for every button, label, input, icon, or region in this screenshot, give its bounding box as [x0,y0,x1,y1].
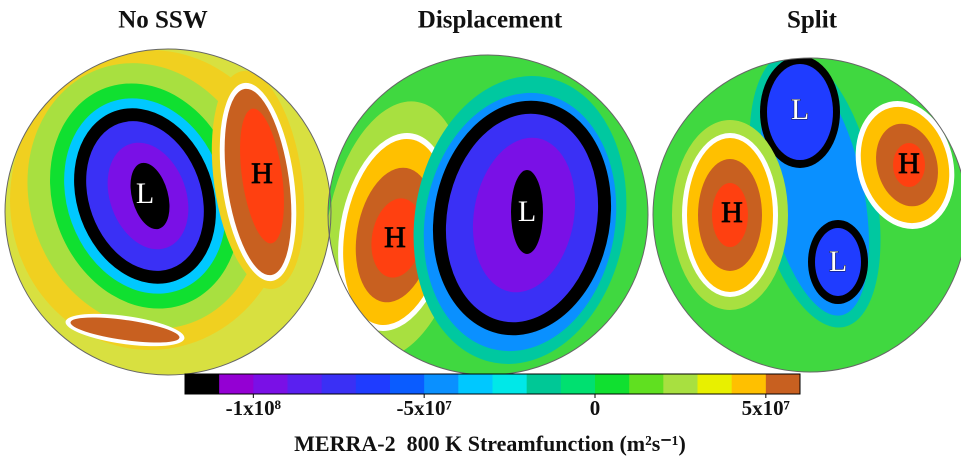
pressure-label: L [829,245,847,278]
colorbar-segment [321,374,357,394]
map-outline [4,48,332,376]
colorbar-segment [424,374,459,394]
colorbar-segment [185,374,220,394]
colorbar-tick-label: 5x10⁷ [742,396,790,420]
colorbar-tick-label: -1x10⁸ [226,396,281,420]
colorbar-label: MERRA-2 800 K Streamfunction (m²s⁻¹) [294,431,686,456]
colorbar-tick-label: -5x10⁷ [397,396,452,420]
map-no-ssw [5,49,331,375]
colorbar-tick-label: 0 [590,396,601,420]
colorbar-segment [731,374,767,394]
panel-title: Split [787,7,838,34]
map-outline [652,57,961,373]
pressure-label: L [136,177,154,210]
pressure-label: H [384,221,406,254]
maps [4,48,961,376]
colorbar-segment [287,374,323,394]
colorbar-segment [458,374,493,394]
colorbar-segment [253,374,288,394]
pressure-label: H [721,196,743,229]
colorbar-segment [697,374,733,394]
colorbar-segment [492,374,528,394]
colorbar-frame [184,373,801,395]
pressure-label: L [791,93,809,126]
map-split [653,58,961,372]
map-displacement [328,55,648,375]
colorbar-segment [560,374,596,394]
colorbar-segment [355,374,391,394]
colorbar-segment [663,374,698,394]
pressure-label: H [898,147,920,180]
colorbar-segment [595,374,630,394]
panel-title: No SSW [118,7,208,34]
colorbar-segment [526,374,562,394]
pressure-label: H [251,157,273,190]
colorbar-segment [219,374,254,394]
pressure-label: L [518,195,536,228]
panel-title: Displacement [418,7,563,34]
colorbar-segment [629,374,664,394]
colorbar-segment [765,374,801,394]
colorbar-segment [390,374,425,394]
